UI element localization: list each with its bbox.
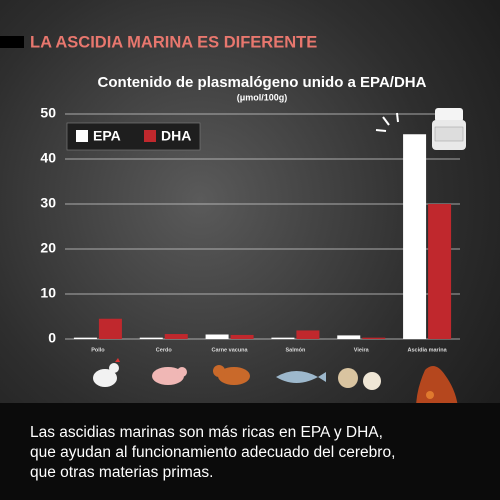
bar [98, 318, 122, 339]
bar [271, 337, 295, 339]
y-tick-label: 30 [40, 195, 56, 211]
bar [337, 335, 361, 339]
footer-text: Las ascidias marinas son más ricas en EP… [30, 424, 396, 481]
bar [403, 134, 427, 339]
x-tick-label: Salmón [285, 347, 306, 353]
y-tick-label: 10 [40, 285, 56, 301]
y-tick-label: 20 [40, 240, 56, 256]
title-bar [0, 36, 24, 48]
x-tick-label: Cerdo [156, 347, 173, 353]
y-tick-label: 50 [40, 105, 56, 121]
legend-label: DHA [161, 128, 191, 144]
x-tick-label: Ascidia marina [408, 347, 448, 353]
bar [428, 204, 452, 339]
footer: Las ascidias marinas son más ricas en EP… [0, 403, 500, 500]
x-tick-label: Carne vacuna [212, 347, 249, 353]
bar [164, 334, 188, 339]
legend-swatch [76, 130, 88, 142]
y-tick-label: 0 [48, 330, 56, 346]
chart-title: Contenido de plasmalógeno unido a EPA/DH… [98, 74, 427, 91]
y-tick-label: 40 [40, 150, 56, 166]
x-tick-label: Pollo [91, 347, 105, 353]
legend-box [66, 122, 201, 151]
legend-swatch [144, 130, 156, 142]
chart-subtitle: (μmol/100g) [237, 92, 288, 102]
bar [230, 334, 254, 339]
x-tick-label: Vieira [354, 347, 370, 353]
bar [73, 337, 97, 339]
page-title: LA ASCIDIA MARINA ES DIFERENTE [30, 33, 317, 51]
bar [296, 330, 320, 339]
bar [362, 337, 386, 339]
legend-label: EPA [93, 128, 121, 144]
product-icon [375, 108, 466, 150]
bar [139, 337, 163, 339]
bar [205, 334, 229, 339]
